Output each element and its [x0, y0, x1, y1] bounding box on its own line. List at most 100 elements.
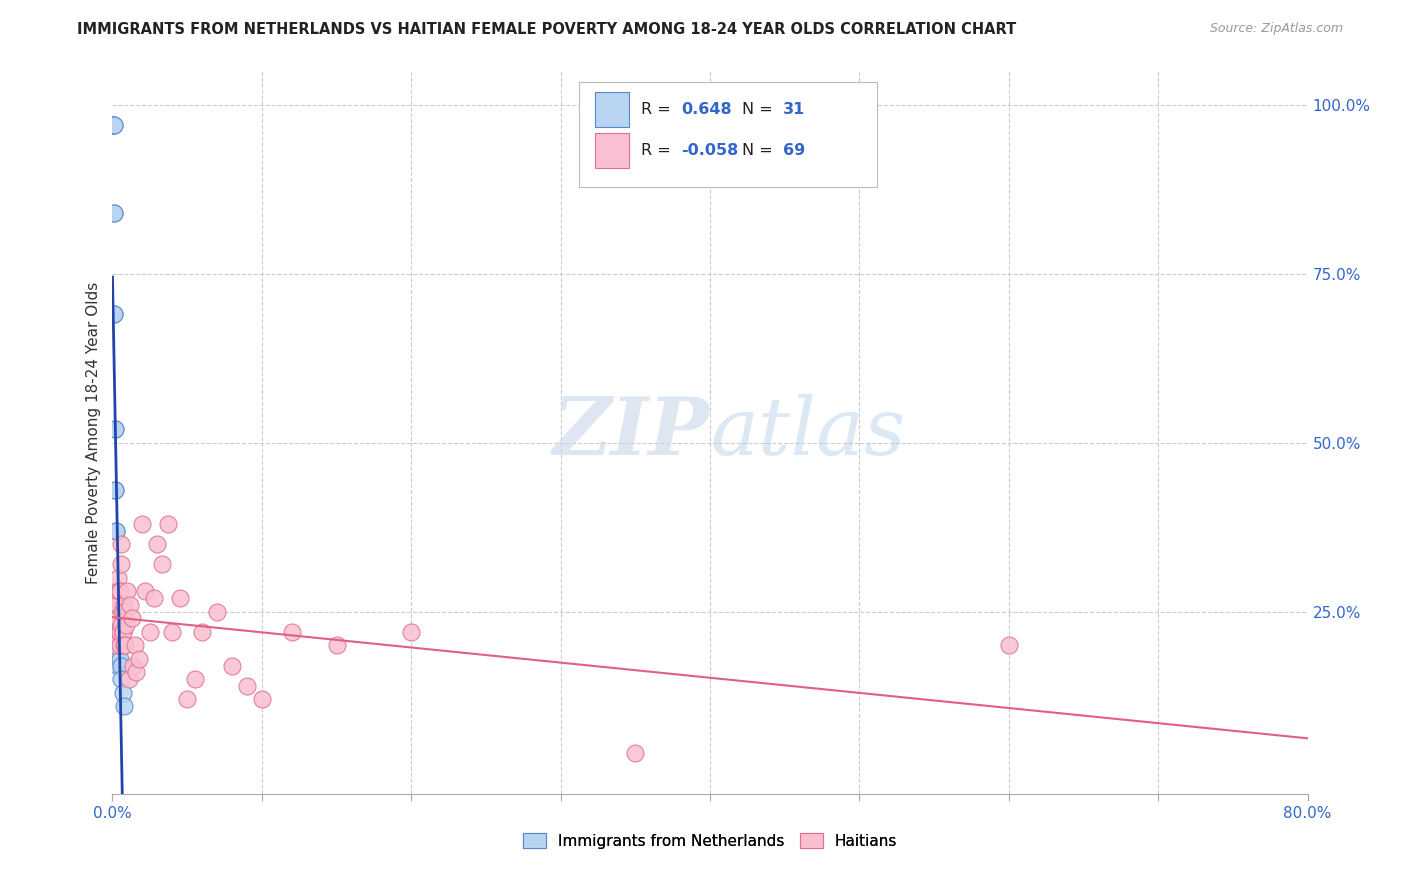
Point [107, 598, 129, 612]
Point [103, 206, 125, 220]
Point [107, 624, 129, 639]
Text: ZIP: ZIP [553, 394, 710, 471]
Text: IMMIGRANTS FROM NETHERLANDS VS HAITIAN FEMALE POVERTY AMONG 18-24 YEAR OLDS CORR: IMMIGRANTS FROM NETHERLANDS VS HAITIAN F… [77, 22, 1017, 37]
Point [131, 516, 153, 531]
Point [105, 611, 128, 625]
Y-axis label: Female Poverty Among 18-24 Year Olds: Female Poverty Among 18-24 Year Olds [86, 282, 101, 583]
Point [124, 638, 146, 652]
Text: 31: 31 [783, 103, 806, 117]
Point [111, 685, 134, 699]
Bar [595, 133, 628, 168]
Point [107, 611, 129, 625]
Point [998, 638, 1021, 652]
Point [104, 618, 127, 632]
Point [103, 308, 125, 322]
Point [183, 672, 205, 686]
Point [115, 618, 138, 632]
Point [105, 598, 128, 612]
Point [122, 658, 145, 673]
Point [105, 618, 128, 632]
Point [250, 692, 273, 706]
Point [105, 611, 128, 625]
Point [104, 591, 127, 605]
Point [107, 611, 129, 625]
Point [107, 571, 129, 585]
Point [107, 624, 129, 639]
Point [105, 591, 128, 605]
Text: Source: ZipAtlas.com: Source: ZipAtlas.com [1209, 22, 1343, 36]
Point [103, 308, 125, 322]
Point [108, 624, 131, 639]
Point [110, 558, 132, 572]
Point [108, 584, 131, 599]
Point [105, 624, 128, 639]
Text: R =: R = [641, 103, 671, 117]
Point [191, 624, 214, 639]
Point [111, 605, 134, 619]
Point [236, 679, 259, 693]
Point [101, 119, 124, 133]
Point [104, 422, 127, 436]
Point [110, 537, 132, 551]
Point [120, 598, 142, 612]
Text: atlas: atlas [710, 394, 905, 471]
Point [325, 638, 347, 652]
Point [104, 591, 127, 605]
Point [105, 632, 128, 646]
Point [104, 598, 127, 612]
Point [108, 638, 131, 652]
Point [221, 658, 243, 673]
Point [104, 632, 127, 646]
Point [103, 605, 125, 619]
Point [114, 699, 135, 714]
Point [103, 611, 125, 625]
Point [107, 652, 129, 666]
Point [401, 624, 423, 639]
Point [150, 558, 173, 572]
Point [110, 618, 132, 632]
Bar [595, 92, 628, 127]
Point [110, 672, 132, 686]
Point [176, 692, 198, 706]
Point [103, 119, 125, 133]
Point [104, 524, 127, 538]
Point [118, 672, 141, 686]
Point [104, 483, 127, 497]
Point [105, 624, 128, 639]
Point [114, 605, 135, 619]
Point [108, 584, 131, 599]
Text: -0.058: -0.058 [682, 143, 738, 158]
Point [143, 591, 166, 605]
Point [103, 206, 125, 220]
Point [103, 119, 125, 133]
Point [121, 611, 143, 625]
Point [146, 537, 169, 551]
Point [107, 658, 129, 673]
Point [105, 598, 128, 612]
Point [114, 638, 136, 652]
Text: 0.648: 0.648 [682, 103, 733, 117]
Point [105, 638, 128, 652]
Point [110, 658, 132, 673]
Point [125, 665, 148, 680]
Legend: Immigrants from Netherlands, Haitians: Immigrants from Netherlands, Haitians [517, 827, 903, 855]
Point [128, 652, 150, 666]
Point [103, 119, 125, 133]
Point [112, 638, 135, 652]
Point [104, 524, 127, 538]
Point [134, 584, 156, 599]
Point [104, 598, 127, 612]
Point [104, 624, 127, 639]
Point [108, 652, 131, 666]
Text: N =: N = [742, 103, 773, 117]
Text: 69: 69 [783, 143, 806, 158]
Point [103, 584, 125, 599]
Point [104, 611, 127, 625]
Point [105, 638, 128, 652]
Point [104, 624, 127, 639]
Point [169, 591, 191, 605]
Point [105, 624, 128, 639]
Point [205, 605, 228, 619]
Point [104, 422, 127, 436]
Point [108, 638, 131, 652]
